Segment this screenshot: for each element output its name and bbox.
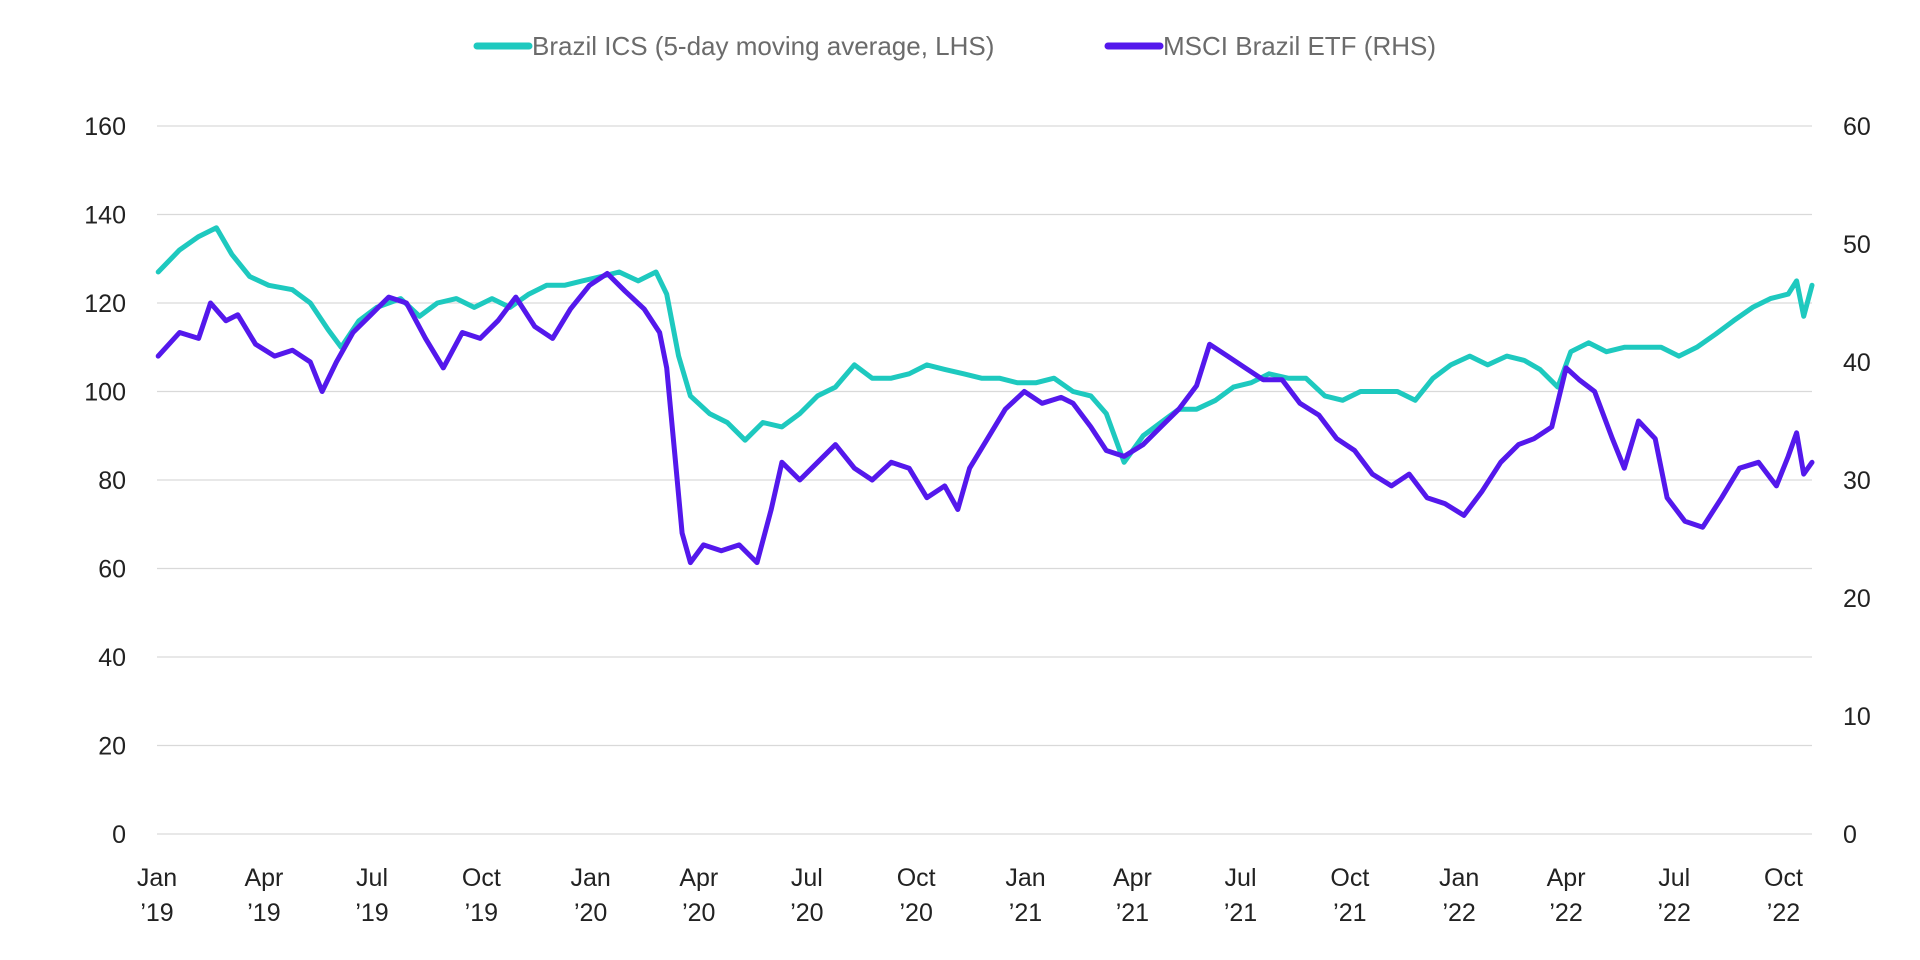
x-tick-label-month: Jul [791, 864, 823, 892]
x-tick-label-year: ’20 [790, 899, 823, 927]
x-tick-label-month: Apr [1113, 864, 1152, 892]
y-right-tick-label: 10 [1843, 703, 1871, 731]
right-axis: 0 10 20 30 40 50 60 [1843, 113, 1871, 849]
y-right-tick-label: 0 [1843, 821, 1857, 849]
x-tick-label-year: ’19 [465, 899, 498, 927]
x-axis: Jan ’19 Apr ’19 Jul ’19 Oct ’19 Jan ’20 Apr ’20 Jul ’… [137, 864, 1803, 927]
x-tick-label-month: Jan [1005, 864, 1045, 892]
x-tick-label-year: ’20 [574, 899, 607, 927]
series-group [155, 225, 1815, 566]
legend-entry-ics: Brazil ICS (5-day moving average, LHS) [473, 31, 994, 61]
legend: Brazil ICS (5-day moving average, LHS) M… [473, 31, 1436, 61]
x-tick-label-year: ’20 [899, 899, 932, 927]
x-tick-label-month: Oct [462, 864, 501, 892]
y-left-tick-label: 100 [84, 379, 126, 407]
x-tick-label-year: ’19 [140, 899, 173, 927]
legend-label-ics: Brazil ICS (5-day moving average, LHS) [532, 31, 994, 61]
legend-label-etf: MSCI Brazil ETF (RHS) [1163, 31, 1436, 61]
x-tick-label-month: Apr [1547, 864, 1586, 892]
y-left-tick-label: 0 [112, 821, 126, 849]
x-tick-label-year: ’22 [1767, 899, 1800, 927]
series-line-etf [155, 271, 1815, 566]
x-tick-label-year: ’19 [247, 899, 280, 927]
left-axis: 0 20 40 60 80 100 120 140 160 [84, 113, 126, 849]
x-tick-label-year: ’22 [1442, 899, 1475, 927]
x-tick-label-month: Jan [570, 864, 610, 892]
x-tick-label-year: ’21 [1116, 899, 1149, 927]
x-tick-label-month: Jan [137, 864, 177, 892]
x-tick-label-month: Oct [897, 864, 936, 892]
x-tick-label-month: Oct [1330, 864, 1369, 892]
y-right-tick-label: 30 [1843, 467, 1871, 495]
y-right-tick-label: 20 [1843, 585, 1871, 613]
y-left-tick-label: 120 [84, 290, 126, 318]
x-tick-label-year: ’21 [1333, 899, 1366, 927]
x-tick-label-month: Jan [1439, 864, 1479, 892]
x-tick-label-month: Apr [679, 864, 718, 892]
y-left-tick-label: 160 [84, 113, 126, 141]
x-tick-label-month: Jul [356, 864, 388, 892]
x-tick-label-month: Jul [1225, 864, 1257, 892]
x-tick-label-year: ’20 [682, 899, 715, 927]
legend-entry-etf: MSCI Brazil ETF (RHS) [1104, 31, 1436, 61]
y-left-tick-label: 40 [98, 644, 126, 672]
y-left-tick-label: 80 [98, 467, 126, 495]
gridlines [157, 125, 1812, 835]
x-tick-label-month: Oct [1764, 864, 1803, 892]
x-tick-label-year: ’22 [1657, 899, 1690, 927]
x-tick-label-month: Apr [244, 864, 283, 892]
y-left-tick-label: 60 [98, 556, 126, 584]
y-left-tick-label: 20 [98, 733, 126, 761]
y-right-tick-label: 50 [1843, 231, 1871, 259]
x-tick-label-month: Jul [1658, 864, 1690, 892]
y-left-tick-label: 140 [84, 202, 126, 230]
x-tick-label-year: ’21 [1009, 899, 1042, 927]
x-tick-label-year: ’21 [1224, 899, 1257, 927]
y-right-tick-label: 40 [1843, 349, 1871, 377]
series-line-ics [155, 225, 1815, 465]
y-right-tick-label: 60 [1843, 113, 1871, 141]
x-tick-label-year: ’22 [1549, 899, 1582, 927]
x-tick-label-year: ’19 [355, 899, 388, 927]
